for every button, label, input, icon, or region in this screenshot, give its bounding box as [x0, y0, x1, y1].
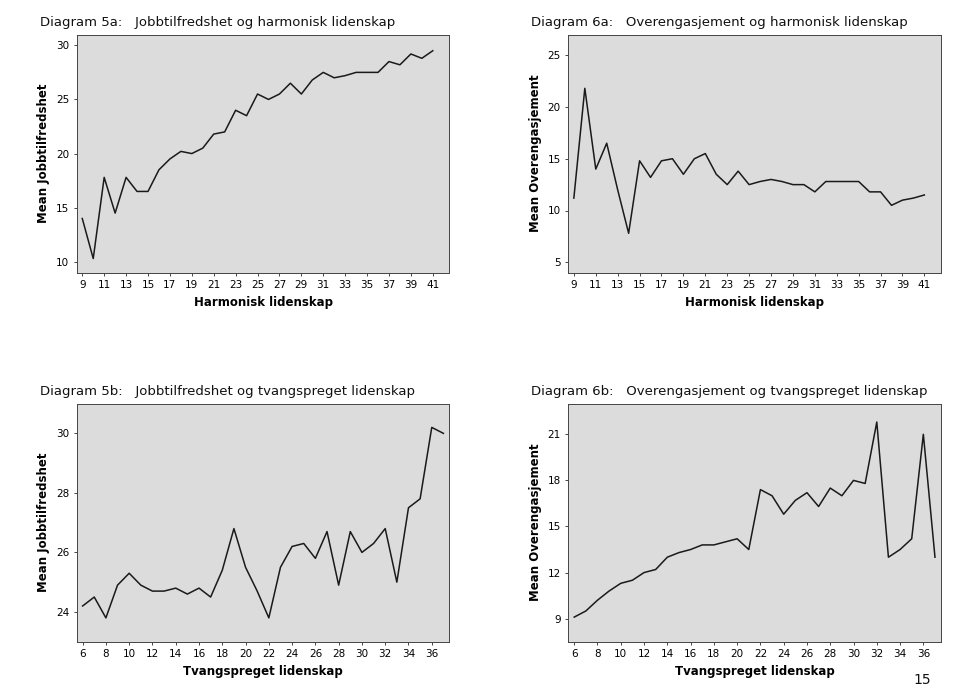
- Text: Diagram 5a:   Jobbtilfredshet og harmonisk lidenskap: Diagram 5a: Jobbtilfredshet og harmonisk…: [39, 16, 395, 29]
- Y-axis label: Mean Jobbtilfredshet: Mean Jobbtilfredshet: [37, 83, 50, 224]
- Y-axis label: Mean Overengasjement: Mean Overengasjement: [529, 444, 542, 602]
- X-axis label: Harmonisk lidenskap: Harmonisk lidenskap: [685, 296, 824, 309]
- X-axis label: Tvangspreget lidenskap: Tvangspreget lidenskap: [675, 665, 834, 678]
- Text: Diagram 5b:   Jobbtilfredshet og tvangspreget lidenskap: Diagram 5b: Jobbtilfredshet og tvangspre…: [39, 385, 415, 398]
- X-axis label: Tvangspreget lidenskap: Tvangspreget lidenskap: [183, 665, 343, 678]
- X-axis label: Harmonisk lidenskap: Harmonisk lidenskap: [194, 296, 332, 309]
- Text: Diagram 6b:   Overengasjement og tvangspreget lidenskap: Diagram 6b: Overengasjement og tvangspre…: [531, 385, 927, 398]
- Y-axis label: Mean Jobbtilfredshet: Mean Jobbtilfredshet: [37, 453, 50, 593]
- Text: 15: 15: [914, 673, 931, 687]
- Text: Diagram 6a:   Overengasjement og harmonisk lidenskap: Diagram 6a: Overengasjement og harmonisk…: [531, 16, 908, 29]
- Y-axis label: Mean Overengasjement: Mean Overengasjement: [529, 75, 542, 233]
